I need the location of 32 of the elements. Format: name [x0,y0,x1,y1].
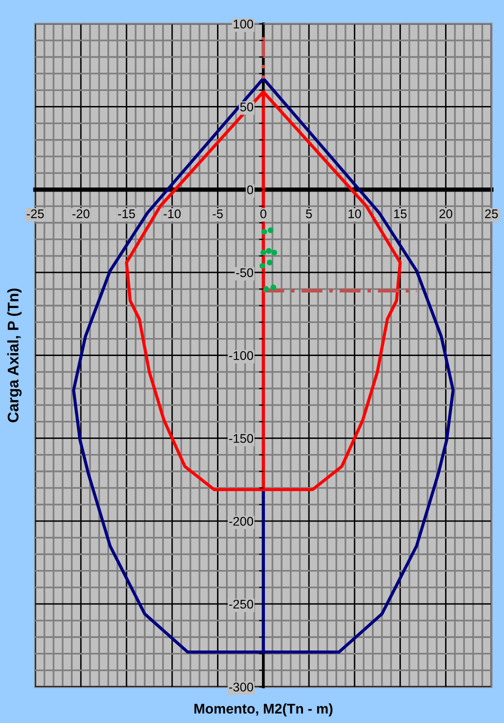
point [260,250,266,256]
x-axis-title: Momento, M2(Tn - m) [194,703,332,716]
x-tick-label: 20 [439,209,452,218]
x-tick-label: -10 [164,209,181,218]
x-tick-label: 25 [485,209,498,218]
x-tick-label: -5 [212,210,223,218]
y-tick-label: -100 [229,351,254,360]
point [266,260,273,266]
y-tick-label: -250 [229,600,254,609]
x-tick-label: -25 [26,209,44,218]
y-tick-label: -50 [236,268,254,278]
y-tick-label: -200 [229,516,254,526]
x-tick-label: -15 [118,210,136,218]
x-tick-label: -20 [72,209,90,218]
line-series [72,77,455,654]
point [266,248,272,254]
point [268,227,274,234]
y-tick-label: 0 [247,185,254,194]
y-tick-label: 100 [234,20,254,29]
point [260,262,266,269]
y-tick-label: -150 [229,434,254,443]
x-tick-label: 15 [394,210,407,218]
y-axis-title: Carga Axial, P (Tn) [7,288,22,422]
point [271,250,278,256]
y-tick-label: -300 [229,682,254,692]
y-tick-label: 50 [240,102,254,112]
point [261,228,268,235]
x-tick-label: 10 [348,209,362,218]
x-tick-label: 5 [306,210,312,218]
point [270,284,276,290]
x-tick-label: 0 [260,209,266,218]
point [263,286,269,292]
